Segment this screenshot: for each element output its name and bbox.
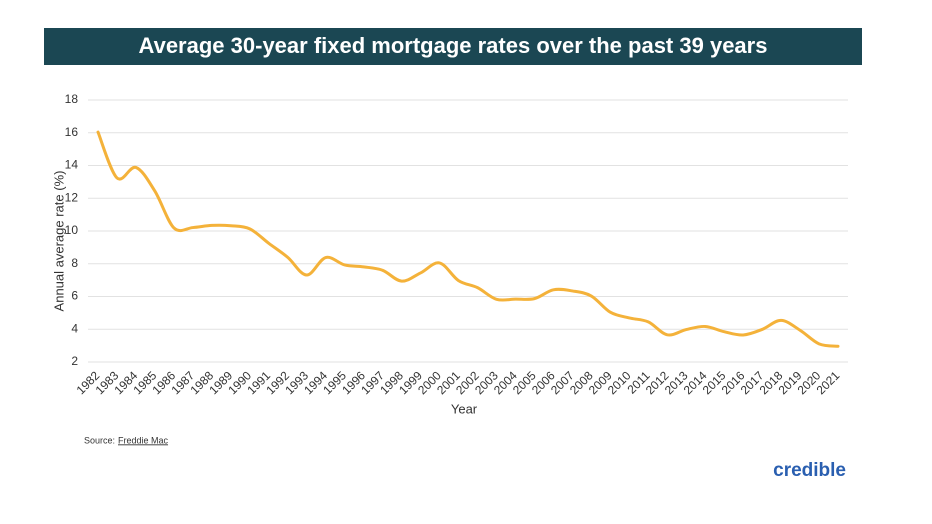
source-label: Source: (84, 435, 115, 445)
y-tick-label: 12 (65, 190, 79, 204)
y-tick-label: 4 (71, 321, 78, 335)
y-tick-label: 2 (71, 354, 78, 368)
x-tick-label: 2021 (814, 368, 843, 397)
source-link[interactable]: Freddie Mac (118, 435, 169, 445)
title-banner (44, 28, 862, 65)
y-tick-label: 6 (71, 289, 78, 303)
y-tick-label: 14 (65, 158, 79, 172)
y-axis-title: Annual average rate (%) (51, 171, 66, 312)
y-tick-label: 10 (65, 223, 79, 237)
logo: credible (773, 460, 846, 481)
y-tick-label: 18 (65, 92, 79, 106)
rate-line (96, 130, 840, 348)
chart-title: Average 30-year fixed mortgage rates ove… (139, 33, 768, 58)
x-axis-title: Year (451, 401, 478, 416)
y-tick-label: 8 (71, 256, 78, 270)
y-tick-label: 16 (65, 125, 79, 139)
